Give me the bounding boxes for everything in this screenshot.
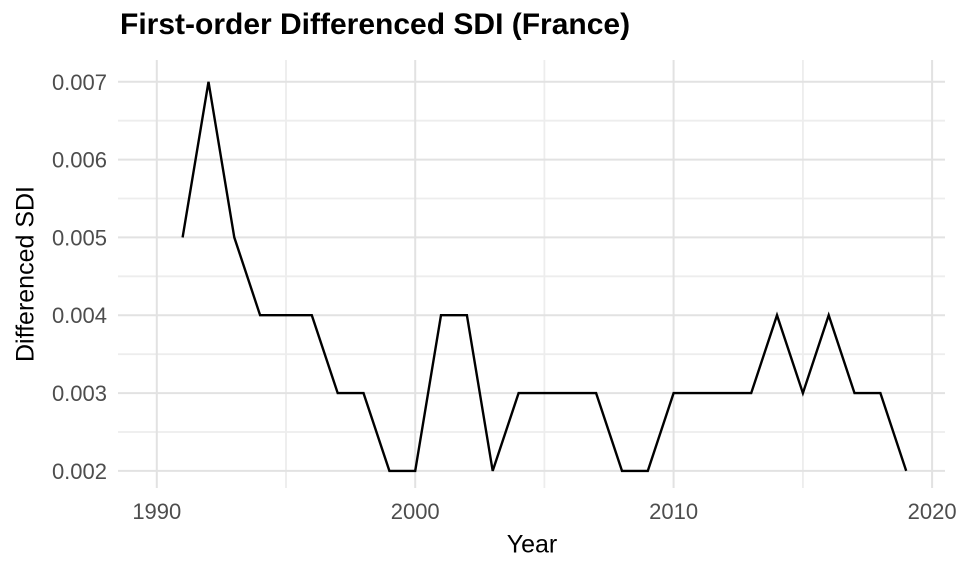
x-tick-label: 2000	[391, 499, 440, 524]
x-tick-label: 2020	[908, 499, 957, 524]
chart-title: First-order Differenced SDI (France)	[120, 8, 631, 41]
y-tick-label: 0.003	[52, 381, 107, 406]
y-tick-label: 0.007	[52, 70, 107, 95]
sdi-line	[181, 81, 908, 473]
y-tick-label: 0.006	[52, 148, 107, 173]
x-axis-title: Year	[506, 530, 558, 559]
x-tick-label: 1990	[132, 499, 181, 524]
x-tick-label: 2010	[649, 499, 698, 524]
y-tick-label: 0.005	[52, 225, 107, 250]
y-tick-label: 0.002	[52, 459, 107, 484]
y-axis-title: Differenced SDI	[11, 185, 40, 363]
y-tick-label: 0.004	[52, 303, 107, 328]
